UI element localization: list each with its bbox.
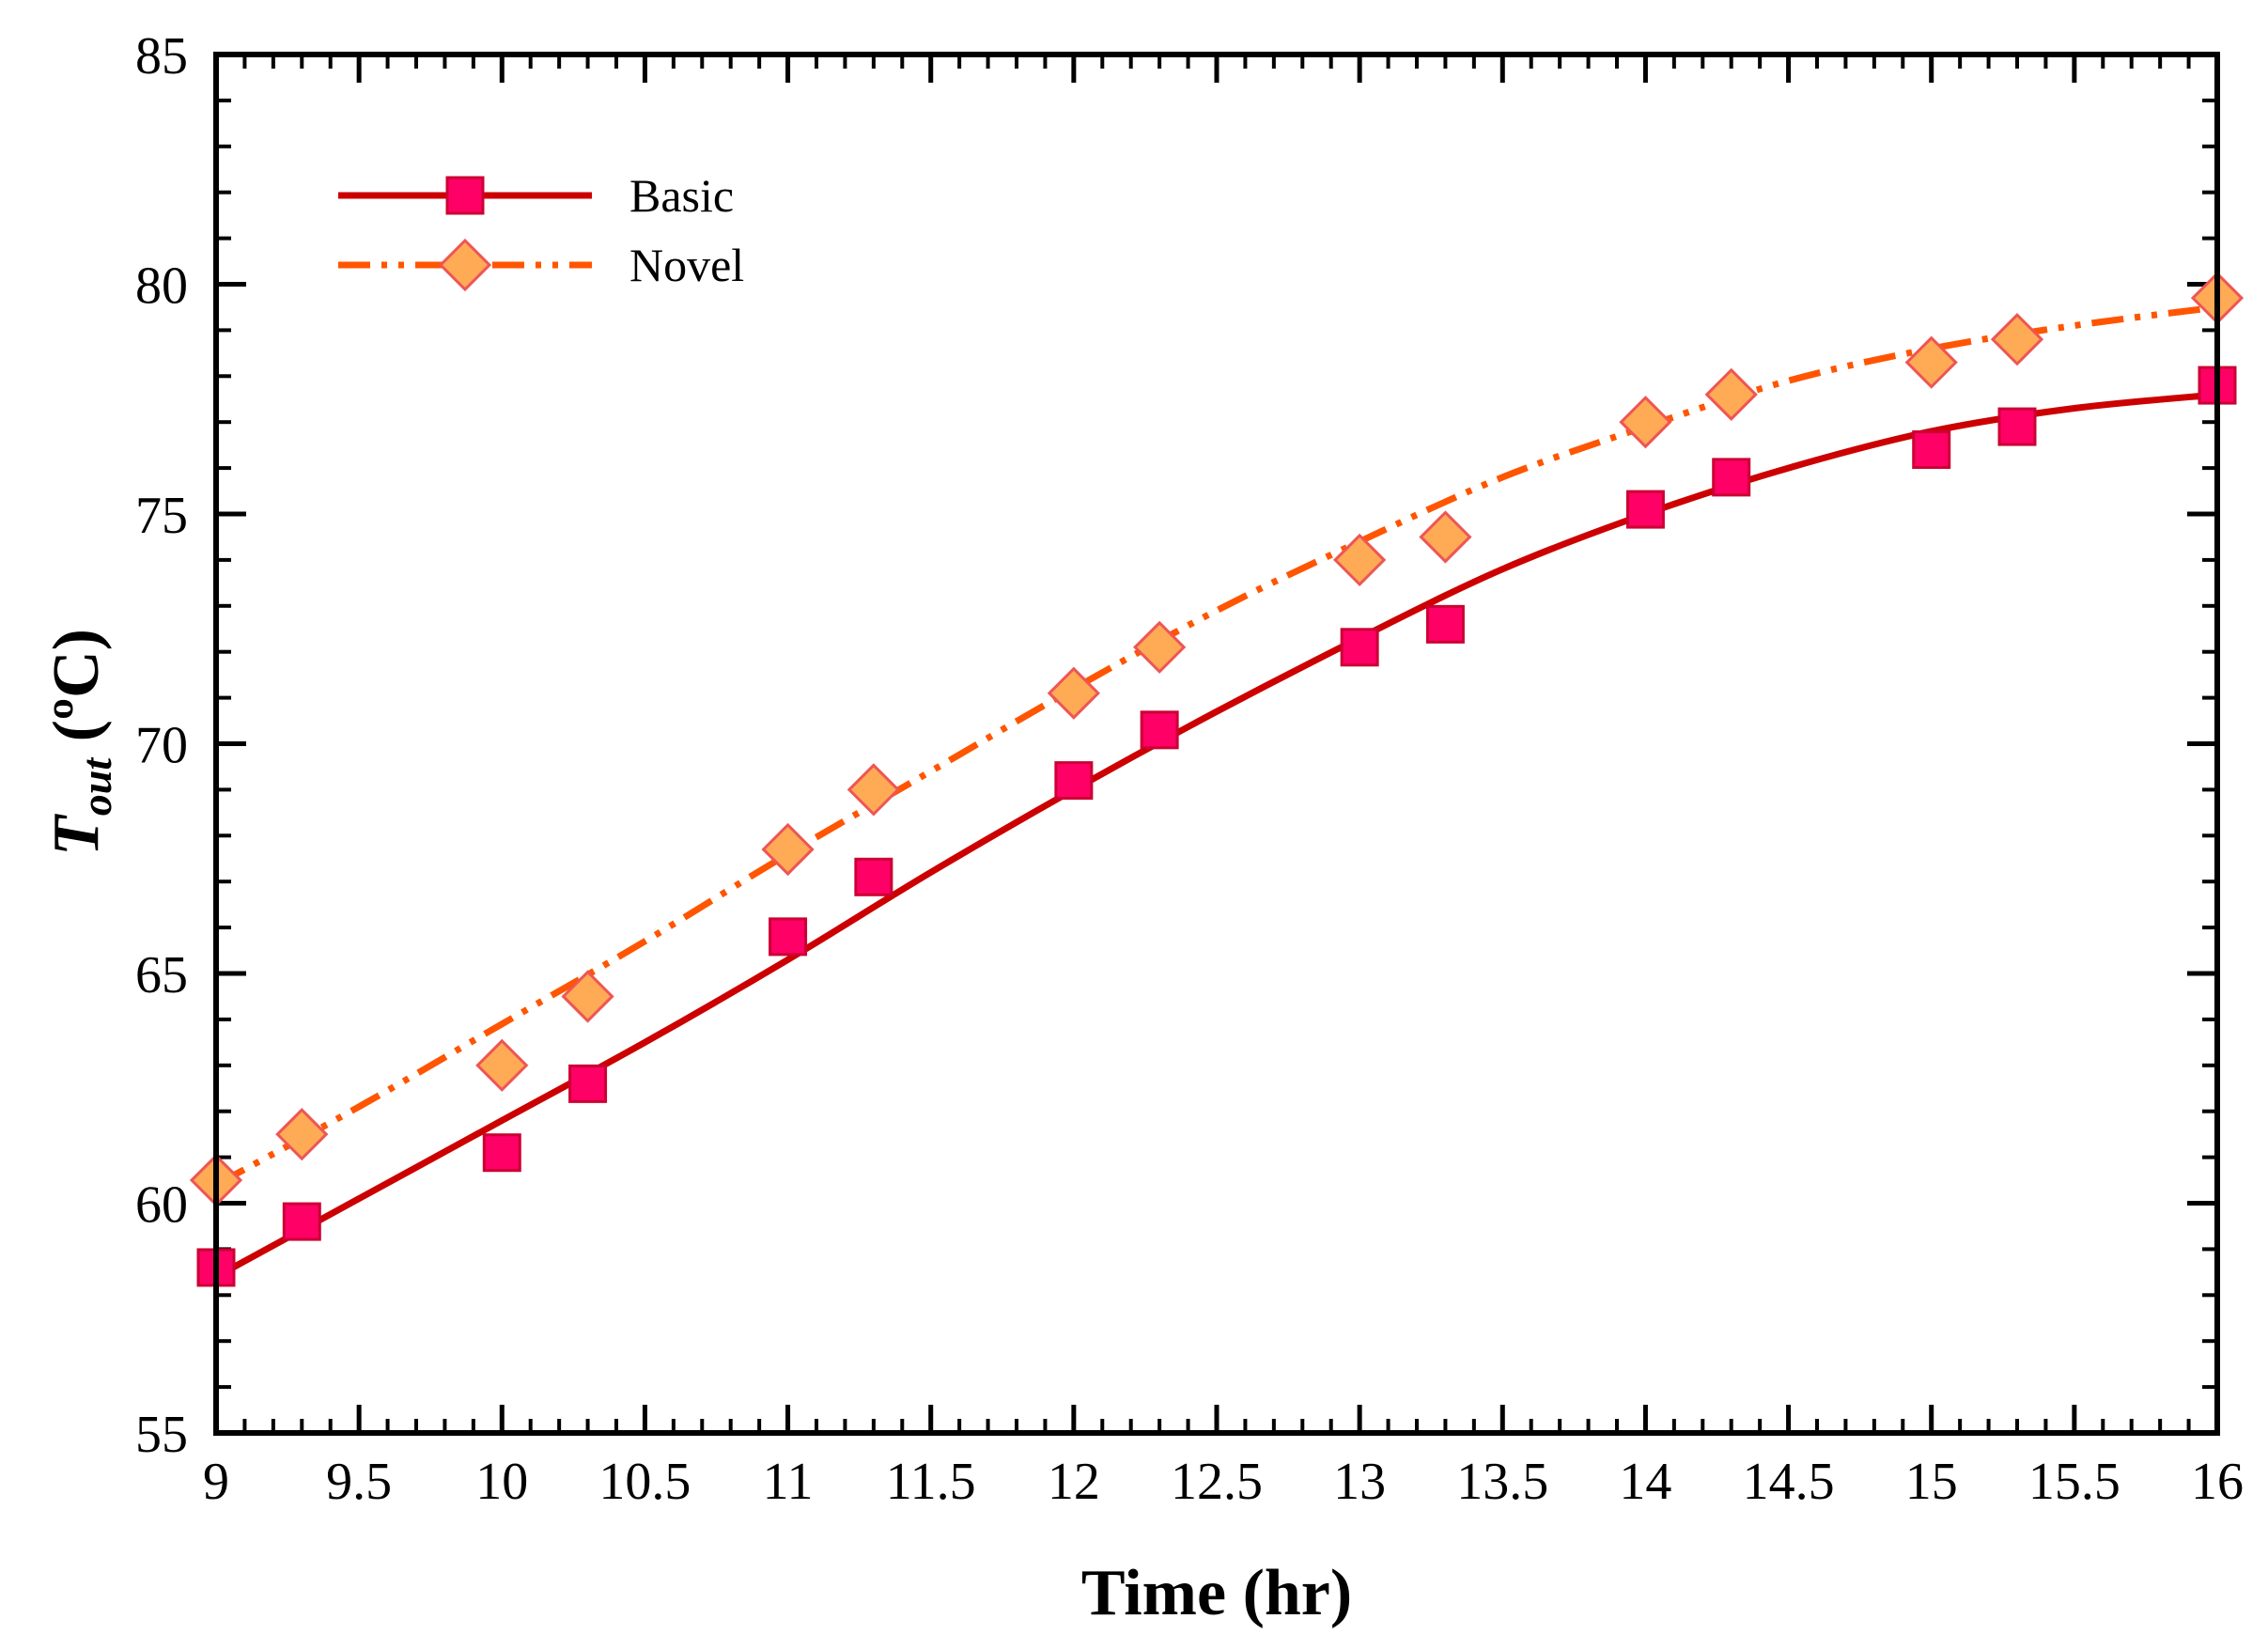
x-tick-label: 10.5 xyxy=(598,1453,691,1511)
data-point-basic xyxy=(482,1133,521,1173)
y-tick-label: 60 xyxy=(135,1176,188,1235)
y-tick-label: 65 xyxy=(135,946,188,1004)
data-point-basic xyxy=(1140,710,1179,750)
data-point-novel xyxy=(1419,510,1472,564)
x-tick-label: 14.5 xyxy=(1743,1453,1835,1511)
data-point-novel xyxy=(1990,313,2044,366)
data-point-basic xyxy=(769,917,808,957)
plot-frame xyxy=(213,52,2220,1436)
x-tick-label: 14 xyxy=(1619,1453,1671,1511)
y-axis-title: Tout (ºC) xyxy=(40,629,120,856)
y-tick-label: 55 xyxy=(135,1406,188,1464)
x-tick-label: 11 xyxy=(763,1453,814,1511)
legend-marker-novel xyxy=(438,238,492,292)
y-tick-label: 70 xyxy=(135,717,188,775)
data-point-novel xyxy=(1047,666,1100,720)
data-point-novel xyxy=(275,1108,329,1161)
x-tick-label: 13.5 xyxy=(1456,1453,1548,1511)
data-point-basic xyxy=(1625,490,1665,529)
data-point-novel xyxy=(1333,533,1387,587)
legend: Basic Novel xyxy=(338,169,744,292)
x-tick-label: 15.5 xyxy=(2028,1453,2120,1511)
legend-label-novel: Novel xyxy=(629,239,744,291)
data-point-novel xyxy=(475,1038,529,1092)
data-point-novel xyxy=(761,822,815,877)
tick-labels: 9 9.5 10 10.5 11 11.5 12 12.5 13 13.5 14 14.5 15 15.5… xyxy=(135,27,2244,1511)
series-lines xyxy=(214,304,2218,1280)
x-tick-label: 12.5 xyxy=(1171,1453,1263,1511)
data-point-basic xyxy=(568,1064,608,1103)
y-tick-label: 75 xyxy=(135,487,188,545)
data-point-novel xyxy=(1619,396,1672,449)
data-point-basic xyxy=(1912,430,1951,470)
series-markers xyxy=(189,272,2245,1287)
legend-marker-basic xyxy=(445,176,485,215)
data-point-basic xyxy=(1425,604,1465,644)
series-line-novel xyxy=(214,304,2218,1189)
data-point-novel xyxy=(847,763,900,817)
data-point-basic xyxy=(854,857,893,896)
data-point-novel xyxy=(1704,367,1758,421)
y-tick-label: 80 xyxy=(135,257,188,316)
data-point-basic xyxy=(1340,628,1379,667)
x-tick-label: 10 xyxy=(475,1453,528,1511)
series-line-basic xyxy=(214,391,2218,1280)
data-point-novel xyxy=(1904,335,1958,389)
x-tick-label: 9.5 xyxy=(326,1453,392,1511)
data-point-novel xyxy=(561,970,614,1023)
y-axis-title-unit: (ºC) xyxy=(40,629,113,758)
data-point-basic xyxy=(1997,407,2037,446)
x-axis-title: Time (hr) xyxy=(1081,1557,1352,1629)
data-point-basic xyxy=(1054,761,1094,801)
legend-label-basic: Basic xyxy=(629,169,734,222)
data-point-basic xyxy=(282,1202,321,1241)
x-tick-label: 9 xyxy=(203,1453,229,1511)
x-tick-label: 15 xyxy=(1905,1453,1958,1511)
x-tick-label: 13 xyxy=(1333,1453,1386,1511)
x-tick-label: 11.5 xyxy=(886,1453,976,1511)
y-tick-label: 85 xyxy=(135,27,188,86)
y-axis-title-sub: out xyxy=(72,757,120,817)
data-point-novel xyxy=(1133,620,1187,674)
x-tick-label: 12 xyxy=(1048,1453,1100,1511)
x-tick-label: 16 xyxy=(2191,1453,2244,1511)
data-point-basic xyxy=(1712,458,1751,497)
y-axis-title-main: T xyxy=(40,813,113,856)
